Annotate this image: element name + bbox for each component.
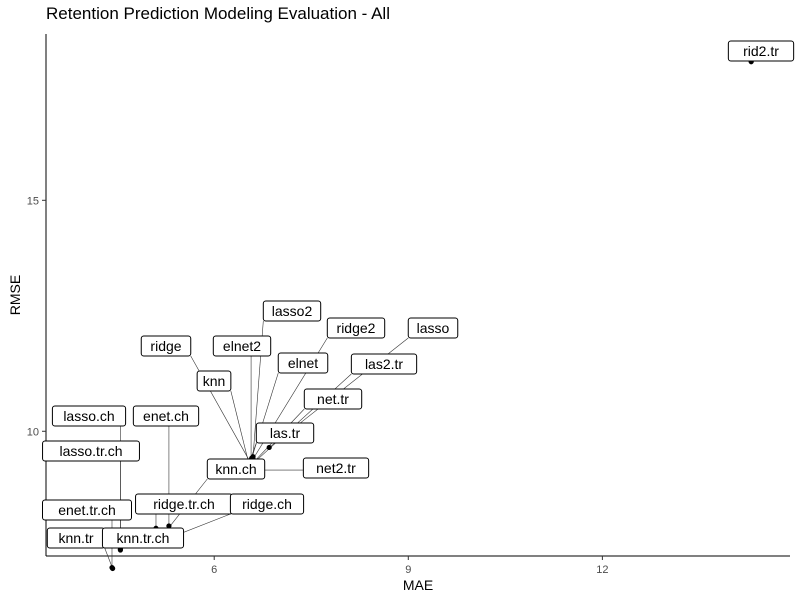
- point-label: enet.tr.ch: [42, 499, 132, 521]
- label-box: [140, 335, 192, 357]
- point-label: elnet: [277, 352, 329, 374]
- point-label: las.tr: [255, 422, 315, 444]
- point-label: ridge2: [326, 317, 386, 339]
- scatter-point: [266, 444, 272, 451]
- point-label: knn.tr: [46, 527, 106, 549]
- scatter-point: [166, 523, 172, 529]
- point-label-text: elnet2: [223, 338, 261, 354]
- label-box: [132, 405, 200, 427]
- label-box: [326, 317, 386, 339]
- point-label: lasso.ch: [51, 405, 127, 427]
- point-label: lasso: [407, 317, 459, 339]
- y-tick-label: 10: [27, 426, 39, 438]
- label-box: [101, 527, 185, 549]
- y-axis-title: RMSE: [7, 275, 23, 315]
- point-label: knn.ch: [206, 458, 266, 480]
- point-label-text: rid2.tr: [743, 43, 779, 59]
- point-label-text: ridge.tr.ch: [153, 496, 214, 512]
- point-label-text: las2.tr: [365, 356, 403, 372]
- point-label-text: enet.ch: [143, 408, 189, 424]
- scatter-point: [110, 565, 116, 572]
- point-label-text: knn.tr: [58, 530, 93, 546]
- point-label-text: knn.tr.ch: [117, 530, 170, 546]
- label-box: [42, 499, 132, 521]
- point-label-text: knn.ch: [215, 461, 256, 477]
- point-label: knn: [196, 370, 232, 392]
- point-label-text: lasso.ch: [63, 408, 114, 424]
- point-label-text: lasso2: [272, 303, 313, 319]
- point-label: lasso.tr.ch: [42, 440, 140, 462]
- label-box: [51, 405, 127, 427]
- label-box: [262, 300, 322, 322]
- point-label: rid2.tr: [727, 40, 795, 62]
- point-label-text: net2.tr: [316, 460, 356, 476]
- point-label: net.tr: [303, 388, 363, 410]
- x-tick-label: 9: [405, 564, 411, 576]
- label-box: [229, 493, 305, 515]
- label-box: [350, 353, 418, 375]
- label-box: [42, 440, 140, 462]
- scatter-point: [117, 547, 123, 553]
- x-tick-label: 6: [211, 564, 217, 576]
- point-label-text: knn: [203, 373, 226, 389]
- point-label-text: enet.tr.ch: [58, 502, 116, 518]
- point-label: elnet2: [212, 335, 272, 357]
- label-box: [407, 317, 459, 339]
- label-box: [206, 458, 266, 480]
- x-axis-title: MAE: [403, 577, 433, 593]
- point-label-text: ridge.ch: [242, 496, 292, 512]
- point-label-text: ridge2: [337, 320, 376, 336]
- axes: 6 9 12 10 15: [27, 34, 790, 576]
- label-box: [212, 335, 272, 357]
- label-box: [302, 457, 370, 479]
- point-labels: rid2.tr lasso2 ridge2 lasso elnet elnet2 ridge…: [42, 40, 795, 549]
- point-label: lasso2: [262, 300, 322, 322]
- point-label: net2.tr: [302, 457, 370, 479]
- label-box: [727, 40, 795, 62]
- point-label: las2.tr: [350, 353, 418, 375]
- point-label-text: ridge: [150, 338, 181, 354]
- point-label-text: net.tr: [317, 391, 349, 407]
- point-label-text: elnet: [288, 355, 318, 371]
- point-label: ridge: [140, 335, 192, 357]
- point-label: enet.ch: [132, 405, 200, 427]
- chart-title: Retention Prediction Modeling Evaluation…: [46, 4, 390, 23]
- label-box: [277, 352, 329, 374]
- y-tick-label: 15: [27, 195, 39, 207]
- leader-line: [230, 390, 249, 463]
- point-label-text: las.tr: [270, 425, 301, 441]
- x-tick-label: 12: [596, 564, 608, 576]
- label-box: [303, 388, 363, 410]
- label-box: [255, 422, 315, 444]
- label-box: [196, 370, 232, 392]
- point-label: ridge.ch: [229, 493, 305, 515]
- point-label-text: lasso: [417, 320, 450, 336]
- point-label: ridge.tr.ch: [135, 493, 233, 515]
- point-label-text: lasso.tr.ch: [59, 443, 122, 459]
- point-label: knn.tr.ch: [101, 527, 185, 549]
